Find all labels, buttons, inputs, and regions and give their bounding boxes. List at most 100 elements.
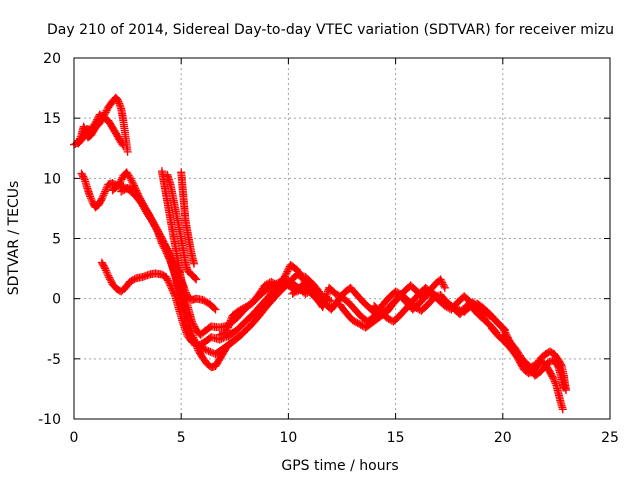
data-point [192, 275, 201, 284]
series-arc-13 [370, 283, 475, 326]
data-point [91, 118, 100, 127]
data-point [140, 204, 149, 213]
data-point [161, 241, 170, 250]
y-axis-label: SDTVAR / TECUs [6, 181, 22, 296]
data-point [141, 205, 150, 214]
data-point [181, 286, 190, 295]
data-point [137, 198, 146, 207]
data-point [182, 288, 191, 297]
chart-title: Day 210 of 2014, Sidereal Day-to-day VTE… [47, 22, 614, 38]
data-point [162, 242, 171, 251]
series-arc-8 [177, 168, 199, 268]
data-point [180, 285, 189, 294]
data-point [117, 175, 126, 184]
data-point [499, 325, 508, 334]
data-point [559, 383, 568, 392]
y-tick-label: 5 [52, 232, 61, 248]
data-point [86, 194, 95, 203]
data-point [87, 195, 96, 204]
data-point [154, 229, 163, 238]
data-point [152, 224, 161, 233]
series-arc-16 [498, 330, 568, 392]
data-point [100, 189, 109, 198]
data-point [106, 276, 115, 285]
data-point [103, 269, 112, 278]
data-point [86, 192, 95, 201]
data-point [150, 220, 159, 229]
y-tick-label: -5 [47, 352, 61, 368]
data-point [99, 191, 108, 200]
data-point [211, 305, 220, 314]
data-point [106, 275, 115, 284]
data-point [465, 297, 474, 306]
data-point [127, 176, 136, 185]
data-point [155, 230, 164, 239]
data-point [157, 234, 166, 243]
data-point [436, 275, 445, 284]
data-point [163, 274, 172, 283]
data-point [437, 277, 446, 286]
series-arc-7 [163, 170, 201, 284]
data-point [466, 298, 475, 307]
data-point [188, 319, 197, 328]
data-point [92, 117, 101, 126]
series-arc-2 [74, 110, 128, 150]
data-point [102, 106, 111, 115]
data-point [128, 178, 137, 187]
data-point [164, 246, 173, 255]
data-point [156, 232, 165, 241]
data-point [551, 379, 560, 388]
data-point [104, 271, 113, 280]
data-point [141, 207, 150, 216]
data-point [210, 304, 219, 313]
data-point [498, 323, 507, 332]
data-point [101, 187, 110, 196]
data-point [115, 180, 124, 189]
data-point [549, 374, 558, 383]
x-tick-label: 5 [177, 430, 186, 446]
data-point [190, 322, 199, 331]
data-point [187, 317, 196, 326]
x-tick-label: 0 [70, 430, 79, 446]
data-point [549, 375, 558, 384]
data-point [159, 237, 168, 246]
data-point [101, 266, 110, 275]
y-tick-label: 10 [43, 171, 61, 187]
data-point [136, 197, 145, 206]
data-point [163, 244, 172, 253]
data-point [165, 249, 174, 258]
data-point [101, 185, 110, 194]
data-point [202, 346, 211, 355]
data-point [148, 217, 157, 226]
data-point [153, 227, 162, 236]
data-point [126, 174, 135, 183]
y-tick-label: 0 [52, 292, 61, 308]
data-point [115, 178, 124, 187]
y-tick-label: 15 [43, 111, 61, 127]
data-point [158, 236, 167, 245]
data-point [138, 200, 147, 209]
data-point [97, 194, 106, 203]
data-point [123, 147, 132, 156]
data-point [191, 274, 200, 283]
data-point [201, 345, 210, 354]
data-point [170, 289, 179, 298]
data-point [301, 289, 310, 298]
data-point [118, 140, 127, 149]
data-point [164, 248, 173, 257]
series-arc-9 [97, 258, 319, 350]
x-tick-label: 10 [279, 430, 297, 446]
data-point [189, 320, 198, 329]
data-point [206, 347, 215, 356]
x-tick-label: 20 [494, 430, 512, 446]
data-point [160, 239, 169, 248]
x-tick-label: 25 [601, 430, 619, 446]
data-point [102, 183, 111, 192]
data-point [102, 268, 111, 277]
x-tick-label: 15 [387, 430, 405, 446]
y-tick-label: -10 [38, 412, 61, 428]
data-point [558, 405, 567, 414]
data-point [149, 218, 158, 227]
data-point [98, 192, 107, 201]
